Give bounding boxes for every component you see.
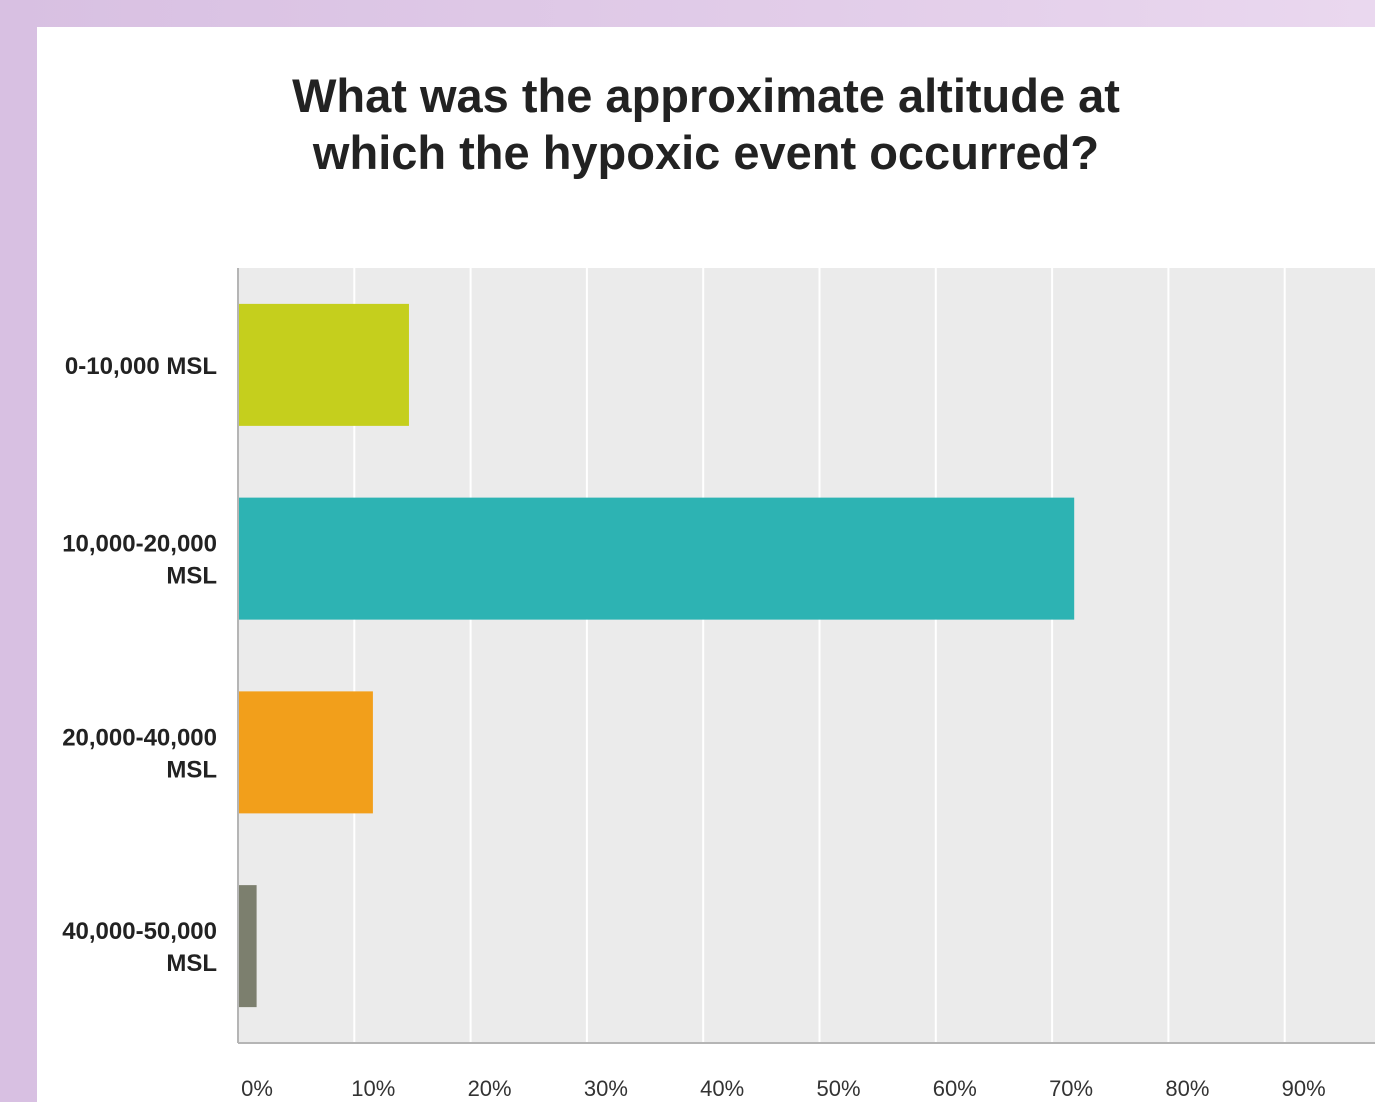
- category-label-1-line-1: 0-10,000 MSL: [65, 353, 217, 380]
- category-label-3-line-2: MSL: [166, 756, 217, 783]
- x-tick-label-40: 40%: [700, 1076, 744, 1101]
- x-tick-label-60: 60%: [933, 1076, 977, 1101]
- category-label-2-line-1: 10,000-20,000: [62, 531, 217, 558]
- chart-title-line-1: What was the approximate altitude at: [292, 69, 1120, 122]
- x-tick-label-20: 20%: [468, 1076, 512, 1101]
- x-tick-label-30: 30%: [584, 1076, 628, 1101]
- x-tick-label-0: 0%: [241, 1076, 273, 1101]
- category-label-3-line-1: 20,000-40,000: [62, 724, 217, 751]
- x-tick-label-50: 50%: [816, 1076, 860, 1101]
- category-label-4-line-1: 40,000-50,000: [62, 918, 217, 945]
- category-label-4-line-2: MSL: [166, 950, 217, 977]
- x-tick-label-70: 70%: [1049, 1076, 1093, 1101]
- bar-3: [239, 691, 373, 814]
- chart-title: What was the approximate altitude at whi…: [37, 67, 1375, 181]
- plot-area: [238, 268, 1375, 1043]
- x-tick-label-80: 80%: [1165, 1076, 1209, 1101]
- bar-1: [239, 303, 409, 426]
- bar-4: [239, 885, 257, 1008]
- x-tick-label-10: 10%: [351, 1076, 395, 1101]
- category-label-2-line-2: MSL: [166, 563, 217, 590]
- chart-title-line-2: which the hypoxic event occurred?: [312, 126, 1100, 179]
- x-tick-label-90: 90%: [1282, 1076, 1326, 1101]
- bar-2: [239, 497, 1075, 620]
